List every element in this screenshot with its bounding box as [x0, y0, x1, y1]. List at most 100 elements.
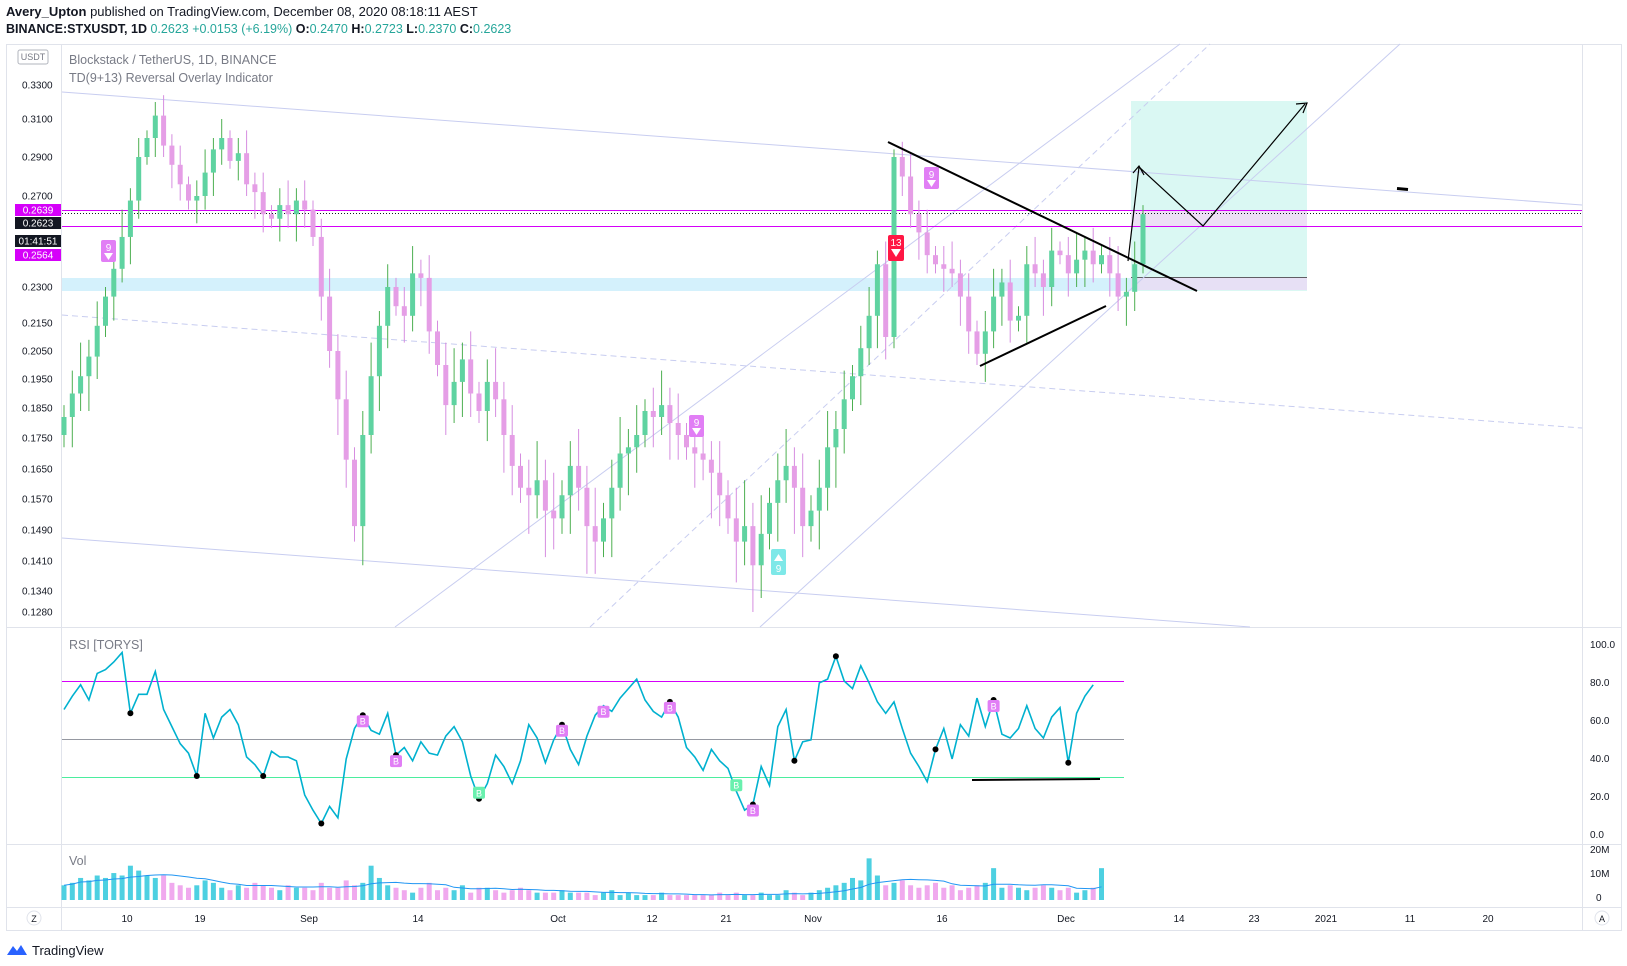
time-tick: 2021 [1315, 914, 1338, 925]
svg-text:0.2639: 0.2639 [23, 206, 54, 217]
volume-bar [700, 895, 706, 900]
svg-text:0.2623: 0.2623 [23, 219, 54, 230]
volume-bar [484, 887, 490, 900]
rsi-badge-label: B [750, 806, 756, 816]
volume-bar [675, 895, 681, 900]
channel-bottom-line [61, 537, 1251, 628]
time-tick: Oct [550, 914, 566, 925]
candle-body [592, 526, 598, 542]
candle-body [277, 205, 283, 219]
vol-tick: 0 [1596, 893, 1602, 904]
candle-body [1032, 264, 1038, 274]
drawing-mark [1396, 187, 1409, 191]
volume-bar [1057, 890, 1063, 900]
price-tick: 0.2700 [22, 192, 53, 203]
volume-bar [69, 882, 75, 900]
volume-bar [966, 887, 972, 900]
candle-body [501, 399, 507, 435]
volume-bar [401, 890, 407, 900]
rising-channel-line-1 [394, 43, 1181, 628]
candle-body [244, 153, 250, 185]
projection-peak-arrow [1132, 164, 1145, 176]
candle-body [924, 232, 930, 256]
candle-body [1082, 250, 1088, 260]
volume-bar [1049, 887, 1055, 900]
td-nine-label: 9 [929, 170, 935, 181]
rsi-pivot-dot [127, 710, 134, 717]
rsi-divergence-badges: B B B B B B B B B [356, 700, 1000, 817]
rsi-badge-label: B [393, 757, 399, 767]
volume-bar [800, 895, 806, 900]
rising-channel-line-2 [589, 43, 1211, 628]
volume-bar [891, 882, 897, 900]
candle-body [601, 518, 606, 542]
price-tick: 0.1950 [22, 375, 53, 386]
author-name[interactable]: Avery_Upton [6, 4, 87, 19]
rsi-tick: 20.0 [1590, 792, 1610, 803]
candle-body [169, 145, 175, 165]
price-label-last: 0.2623 [15, 217, 61, 230]
currency-badge[interactable]: USDT [17, 49, 49, 65]
volume-bar [186, 887, 191, 900]
chart-canvas[interactable]: 9 9 9 9 13 Blockstack / TetherUS, 1D, BI… [0, 0, 1627, 940]
candle-body [1132, 264, 1138, 292]
volume-bar [335, 887, 341, 900]
volume-bar [999, 887, 1005, 900]
zoom-reset-button[interactable]: Z [26, 910, 42, 926]
price-tick: 0.3100 [22, 115, 53, 126]
candle-body [1057, 250, 1063, 256]
td-buy-9-marker: 9 [771, 549, 786, 575]
candle-body [360, 435, 366, 527]
candle-body [186, 184, 191, 201]
candle-body [791, 465, 797, 488]
volume-bar [219, 887, 225, 900]
candle-body [551, 510, 557, 519]
candle-body [103, 296, 108, 326]
candle-body [775, 480, 781, 503]
time-tick: Nov [804, 914, 822, 925]
candle-body [302, 200, 308, 210]
rsi-pivot-dot [318, 820, 325, 827]
time-axis[interactable]: 10 19 Sep 14 Oct 12 21 Nov 16 Dec 14 23 2021 11 20 [121, 914, 1494, 925]
volume-bar [119, 875, 125, 900]
auto-scale-button[interactable]: A [1594, 910, 1610, 926]
candle-body [343, 399, 349, 460]
volume-bar [808, 892, 814, 900]
volume-bar [459, 885, 465, 900]
tradingview-brand[interactable]: TradingView [32, 942, 104, 958]
volume-bar [1090, 887, 1096, 900]
candle-body [518, 465, 523, 488]
candle-body [152, 115, 158, 138]
rsi-pivot-dot [1065, 759, 1072, 766]
volume-bar [617, 895, 623, 900]
candle-body [542, 480, 548, 511]
price-axis[interactable]: 0.3300 0.3100 0.2900 0.2700 0.2300 0.2150 0.20… [22, 81, 53, 619]
time-tick: 11 [1405, 914, 1416, 925]
candle-body [86, 356, 92, 377]
candle-body [825, 447, 831, 488]
candle-body [269, 214, 274, 219]
volume-bar [426, 882, 432, 900]
candle-body [526, 487, 532, 496]
candle-body [260, 192, 266, 215]
td-nine-label: 9 [106, 243, 112, 254]
volume-bar [1065, 887, 1071, 900]
volume-bar [501, 892, 507, 900]
rsi-tick: 0.0 [1590, 830, 1604, 841]
td-sell-9-marker: 9 [101, 240, 116, 262]
target-box [1131, 101, 1307, 291]
rsi-tick: 60.0 [1590, 716, 1610, 727]
channel-mid-line [61, 314, 1583, 429]
td-nine-label: 9 [694, 418, 700, 429]
candle-body [293, 200, 299, 215]
time-tick: 23 [1248, 914, 1260, 925]
price-tick: 0.1410 [22, 557, 53, 568]
rsi-bull-badge [473, 786, 485, 799]
volume-bar [841, 882, 847, 900]
rsi-pivot-dot [932, 746, 939, 753]
rsi-bear-badge [987, 700, 1000, 712]
volume-bar [858, 880, 864, 900]
chart-frame [6, 44, 1622, 931]
price-tick: 0.1650 [22, 465, 53, 476]
volume-bar [169, 882, 175, 900]
